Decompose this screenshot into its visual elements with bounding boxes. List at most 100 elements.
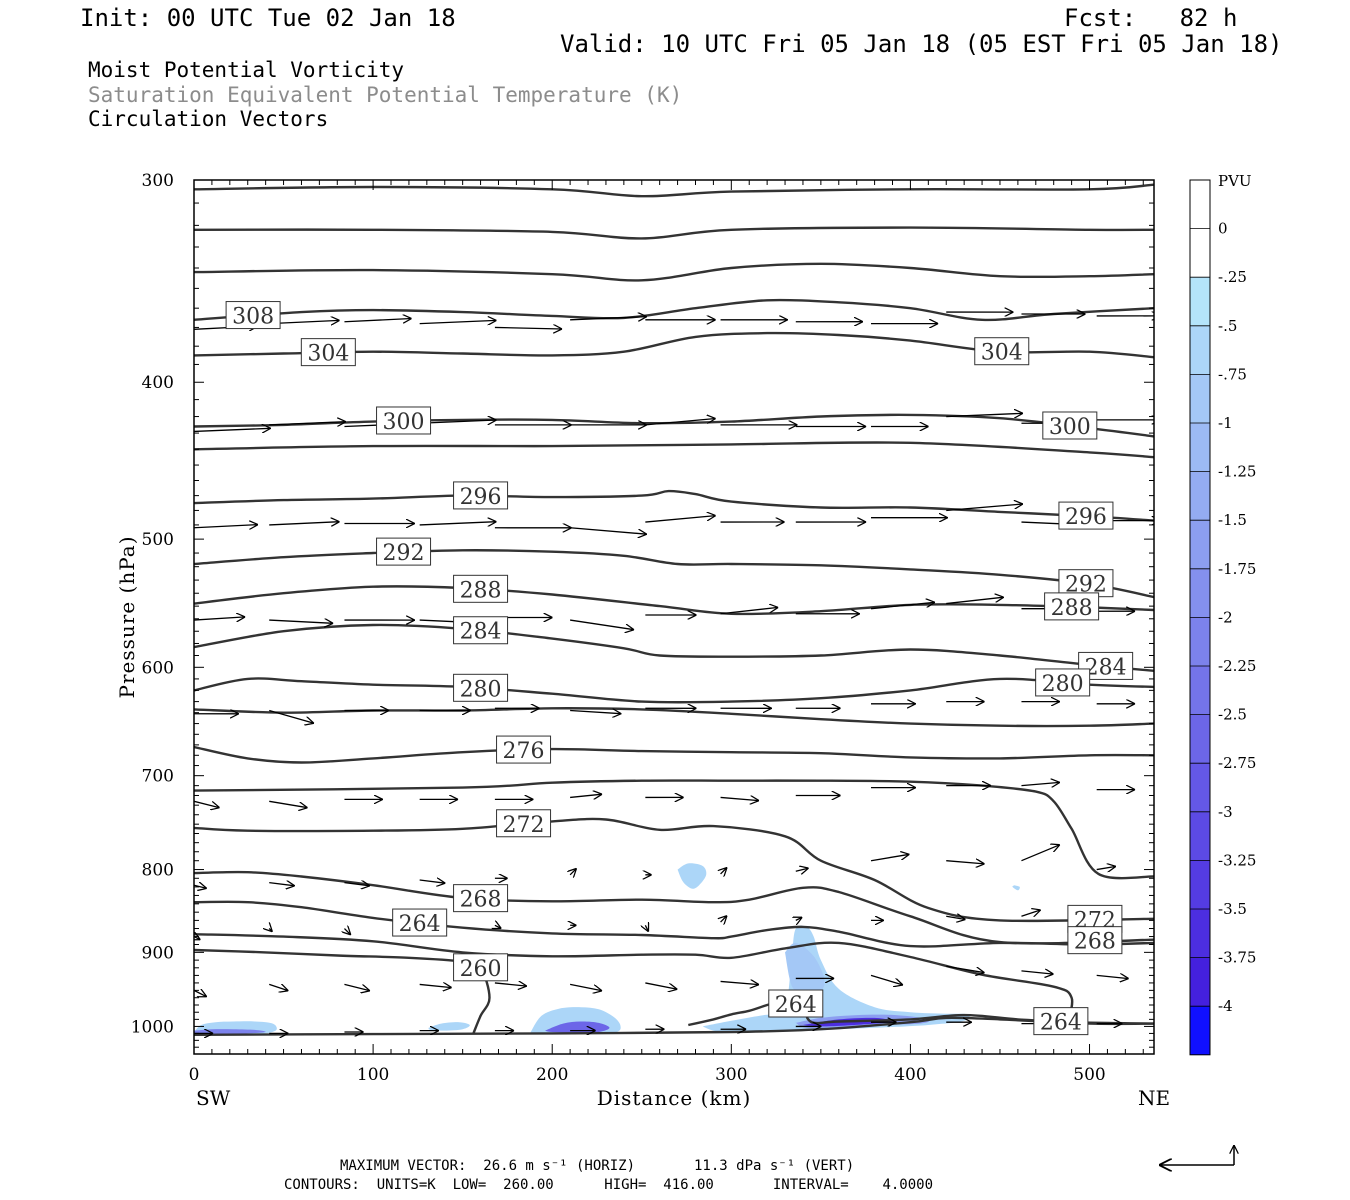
contour-label-9: 272 bbox=[503, 813, 545, 838]
circulation-vector bbox=[795, 868, 809, 871]
colorbar-label-10: -2.5 bbox=[1218, 706, 1247, 724]
circulation-vector bbox=[570, 710, 621, 713]
mpv-shade-region-2 bbox=[428, 1022, 470, 1031]
circulation-vector bbox=[194, 937, 200, 940]
circulation-vector bbox=[1021, 845, 1059, 862]
plot-frame bbox=[193, 179, 1155, 1055]
colorbar-label-16: -4 bbox=[1218, 997, 1233, 1015]
contour-label-box-3 bbox=[453, 481, 509, 510]
theta-e-contour-13 bbox=[194, 745, 1154, 764]
theta-e-contour-1 bbox=[194, 226, 1154, 240]
contour-label-3: 296 bbox=[460, 485, 502, 510]
colorbar-swatch-0 bbox=[1190, 180, 1210, 229]
contour-label-box-1 bbox=[300, 338, 356, 367]
field-title-mpv: Moist Potential Vorticity bbox=[88, 58, 405, 82]
colorbar-swatch-11 bbox=[1190, 714, 1210, 764]
circulation-vector bbox=[946, 965, 984, 972]
colorbar-label-9: -2.25 bbox=[1218, 657, 1256, 675]
colorbar-swatch-3 bbox=[1190, 325, 1210, 375]
contour-label-box-23 bbox=[1033, 1007, 1089, 1036]
colorbar-swatch-13 bbox=[1190, 811, 1210, 861]
contour-label-2: 300 bbox=[383, 410, 425, 435]
colorbar-label-12: -3 bbox=[1218, 803, 1233, 821]
circulation-vector bbox=[269, 522, 339, 525]
circulation-vector bbox=[419, 984, 452, 987]
contour-label-8: 276 bbox=[503, 739, 545, 764]
circulation-vector bbox=[344, 983, 370, 990]
theta-e-contour-11 bbox=[194, 677, 1154, 704]
circulation-vector bbox=[721, 916, 727, 922]
circulation-vector bbox=[269, 320, 339, 323]
circulation-vector bbox=[645, 516, 715, 523]
circulation-vector bbox=[1096, 975, 1129, 978]
x-tick-label-0: 0 bbox=[189, 1065, 200, 1085]
colorbar-swatch-1 bbox=[1190, 228, 1210, 278]
theta-e-contour-6 bbox=[194, 441, 1154, 459]
contour-label-box-5 bbox=[453, 574, 509, 603]
contour-label-0: 308 bbox=[232, 305, 274, 330]
colorbar-swatch-9 bbox=[1190, 617, 1210, 666]
circulation-vector bbox=[720, 607, 779, 615]
y-tick-label-800: 800 bbox=[142, 861, 174, 881]
circulation-vector bbox=[870, 854, 909, 862]
contour-label-box-8 bbox=[496, 735, 552, 764]
init-time: Init: 00 UTC Tue 02 Jan 18 bbox=[80, 4, 456, 32]
circulation-vector bbox=[269, 709, 314, 723]
circulation-vector bbox=[946, 504, 1023, 512]
y-tick-label-600: 600 bbox=[142, 658, 174, 678]
colorbar-label-13: -3.25 bbox=[1218, 851, 1256, 869]
circulation-vector bbox=[495, 925, 501, 928]
circulation-vector bbox=[269, 984, 288, 990]
colorbar-swatch-16 bbox=[1190, 957, 1210, 1007]
contour-label-12: 260 bbox=[460, 957, 502, 982]
circulation-vector bbox=[946, 597, 1004, 605]
contour-label-box-6 bbox=[453, 616, 509, 645]
colorbar-swatch-10 bbox=[1190, 666, 1210, 715]
y-tick-label-400: 400 bbox=[142, 373, 174, 393]
contour-label-box-13 bbox=[768, 989, 824, 1018]
contour-label-22: 268 bbox=[1074, 930, 1116, 955]
mpv-shade-region-6 bbox=[701, 925, 970, 1033]
contour-label-14: 304 bbox=[981, 341, 1023, 366]
colorbar-label-3: -.75 bbox=[1218, 365, 1247, 383]
circulation-vector bbox=[194, 800, 220, 807]
colorbar-swatch-15 bbox=[1190, 909, 1210, 958]
colorbar-swatch-5 bbox=[1190, 423, 1210, 472]
contour-label-box-7 bbox=[453, 673, 509, 702]
contour-label-18: 288 bbox=[1051, 596, 1093, 621]
theta-e-contour-19 bbox=[194, 948, 491, 1034]
mpv-shade-region-5 bbox=[677, 863, 707, 889]
circulation-vector bbox=[494, 983, 527, 986]
x-end-label-right: NE bbox=[1138, 1086, 1170, 1110]
circulation-vector bbox=[344, 929, 350, 935]
contour-label-6: 284 bbox=[460, 620, 502, 645]
colorbar-swatch-14 bbox=[1190, 860, 1210, 909]
contour-label-10: 268 bbox=[460, 888, 502, 913]
theta-e-contour-14 bbox=[194, 779, 1154, 880]
contour-label-7: 280 bbox=[460, 677, 502, 702]
circulation-vector bbox=[946, 916, 965, 919]
colorbar-swatch-6 bbox=[1190, 471, 1210, 521]
circulation-vector bbox=[645, 925, 648, 931]
circulation-vector bbox=[796, 917, 802, 920]
circulation-vector bbox=[870, 602, 935, 610]
contour-label-box-11 bbox=[392, 908, 448, 937]
colorbar-units: PVU bbox=[1218, 172, 1252, 190]
colorbar-label-15: -3.75 bbox=[1218, 949, 1256, 967]
circulation-vector bbox=[269, 883, 295, 886]
circulation-vector bbox=[194, 617, 245, 620]
theta-e-contour-17 bbox=[194, 900, 1154, 948]
contour-label-5: 288 bbox=[460, 578, 502, 603]
circulation-vector bbox=[570, 317, 647, 320]
circulation-vector bbox=[1021, 782, 1059, 785]
mpv-shade-region-7 bbox=[784, 942, 825, 995]
circulation-vector bbox=[1096, 866, 1116, 869]
circulation-vector bbox=[1021, 910, 1040, 916]
contour-label-13: 264 bbox=[775, 993, 817, 1018]
theta-e-contour-7 bbox=[194, 489, 1154, 522]
y-axis-label: Pressure (hPa) bbox=[115, 536, 139, 699]
valid-time: Valid: 10 UTC Fri 05 Jan 18 (05 EST Fri … bbox=[560, 30, 1283, 58]
field-title-thetae: Saturation Equivalent Potential Temperat… bbox=[88, 83, 683, 107]
forecast-hour: Fcst: 82 h bbox=[1064, 4, 1238, 32]
y-tick-label-1000: 1000 bbox=[131, 1017, 174, 1037]
